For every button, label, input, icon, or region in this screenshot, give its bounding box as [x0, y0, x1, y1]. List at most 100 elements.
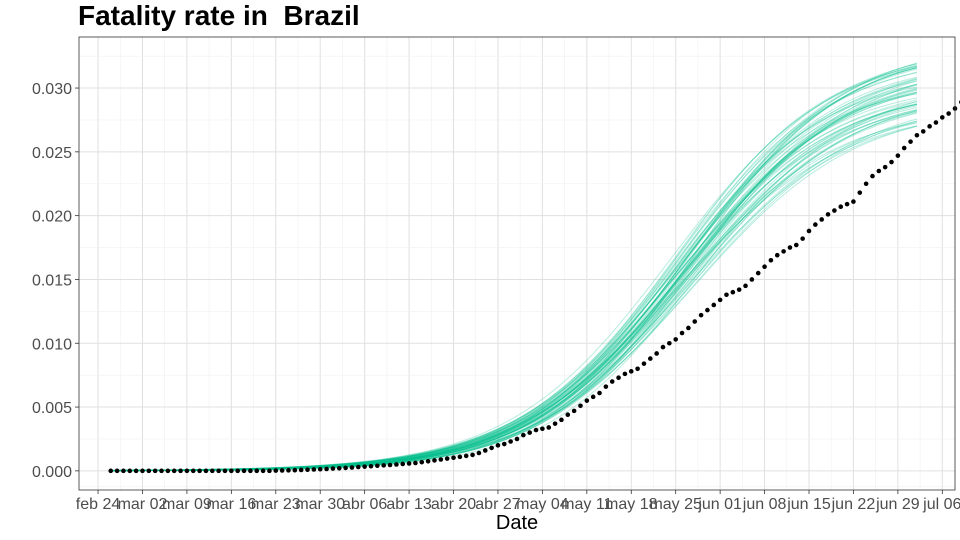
x-tick-label: jun 08 — [742, 496, 787, 513]
data-point — [540, 426, 545, 432]
data-point — [889, 159, 894, 165]
data-point — [863, 181, 869, 187]
x-tick-label: mar 16 — [206, 496, 256, 513]
data-point — [451, 455, 456, 461]
data-point — [406, 461, 412, 466]
data-point — [730, 289, 736, 295]
data-point — [114, 468, 120, 474]
data-point — [146, 468, 152, 474]
data-point — [876, 168, 882, 174]
data-point — [324, 466, 329, 472]
x-axis-title: Date — [496, 512, 538, 534]
data-point — [438, 457, 444, 462]
y-tick-label: 0.010 — [32, 336, 72, 353]
y-tick-label: 0.015 — [32, 272, 72, 289]
data-point — [184, 468, 190, 474]
data-point — [502, 441, 507, 447]
x-tick-label: jun 29 — [875, 496, 920, 513]
data-point — [171, 468, 177, 474]
data-point — [762, 264, 767, 269]
data-point — [330, 466, 336, 471]
data-point — [216, 468, 221, 474]
data-point — [711, 302, 717, 308]
data-point — [927, 124, 932, 129]
data-point — [444, 456, 450, 461]
simulated-curve — [110, 92, 918, 471]
data-point — [660, 344, 666, 350]
data-point — [940, 115, 945, 120]
data-point — [800, 236, 805, 241]
data-point — [476, 450, 482, 456]
data-point — [489, 445, 494, 451]
data-point — [838, 204, 844, 210]
data-point — [495, 443, 501, 448]
data-point — [749, 277, 755, 282]
data-point — [844, 201, 850, 207]
data-point — [203, 468, 209, 474]
data-point — [286, 468, 291, 473]
data-point — [349, 465, 355, 470]
data-point — [673, 337, 678, 342]
x-tick-label: jun 15 — [786, 496, 831, 513]
data-point — [724, 292, 729, 298]
data-point — [667, 340, 672, 346]
simulated-curve — [110, 78, 918, 471]
data-point — [908, 139, 913, 144]
x-tick-label: may 11 — [561, 496, 612, 513]
data-point — [603, 384, 609, 389]
data-point — [686, 325, 691, 331]
x-tick-label: mar 02 — [118, 496, 168, 513]
data-point — [336, 466, 342, 471]
data-point — [648, 356, 653, 361]
simulated-curve — [110, 63, 918, 471]
data-point — [482, 448, 488, 453]
data-point — [832, 208, 837, 213]
data-point — [514, 436, 520, 442]
data-point — [413, 460, 418, 466]
data-point — [127, 468, 133, 474]
data-point — [108, 468, 114, 474]
data-point — [736, 287, 742, 292]
data-point — [140, 468, 145, 474]
y-tick-label: 0.030 — [32, 81, 72, 98]
data-point — [698, 312, 704, 318]
y-tick-label: 0.025 — [32, 145, 72, 162]
data-point — [768, 258, 774, 263]
data-point — [679, 330, 685, 336]
data-point — [190, 468, 196, 474]
x-tick-label: jun 22 — [831, 496, 876, 513]
data-point — [755, 270, 761, 276]
data-point — [260, 468, 266, 474]
data-point — [590, 394, 596, 400]
data-point — [882, 164, 888, 170]
data-point — [920, 129, 926, 134]
simulated-curve — [110, 77, 918, 471]
data-point — [641, 361, 647, 366]
chart-title: Fatality rate in Brazil — [78, 0, 360, 31]
data-point — [165, 468, 171, 474]
data-point — [628, 369, 634, 374]
panel-border — [78, 36, 956, 491]
data-point — [851, 199, 856, 204]
simulated-curve — [110, 83, 918, 471]
data-point — [248, 468, 253, 474]
data-point — [597, 390, 602, 396]
data-point — [914, 132, 920, 138]
data-point — [654, 351, 659, 356]
data-point — [870, 173, 875, 179]
data-point — [400, 461, 406, 467]
data-point — [578, 403, 583, 409]
data-point — [705, 307, 710, 313]
data-point — [229, 468, 234, 474]
data-point — [387, 462, 393, 468]
data-point — [375, 463, 380, 469]
x-tick-label: jul 06 — [922, 496, 960, 513]
data-point — [774, 252, 780, 258]
y-tick-label: 0.000 — [32, 464, 72, 481]
data-point — [368, 463, 374, 469]
data-point — [527, 430, 532, 435]
data-point — [559, 417, 564, 423]
data-point — [571, 408, 577, 414]
data-point — [521, 432, 526, 438]
